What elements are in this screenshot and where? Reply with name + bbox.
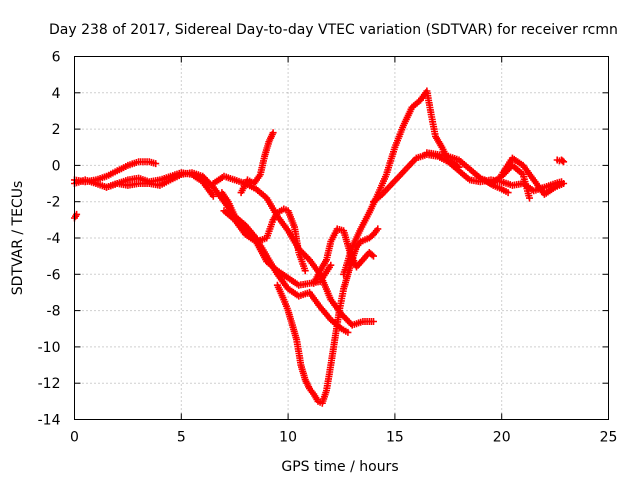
data-point-plus (301, 267, 309, 275)
y-tick-label: -4 (47, 231, 61, 247)
y-tick-label: -12 (38, 376, 61, 392)
data-point-plus (209, 192, 217, 200)
data-point-plus (374, 225, 382, 233)
y-axis-label: SDTVAR / TECUs (10, 181, 26, 296)
series-arc-16 (553, 156, 568, 166)
data-point-plus (560, 158, 568, 166)
y-tick-label: -10 (38, 340, 61, 356)
series-arc-9 (273, 225, 382, 407)
data-point-plus (560, 180, 568, 187)
data-point-plus (526, 194, 533, 202)
series-arc-7 (237, 129, 277, 197)
data-point-plus (152, 160, 160, 168)
data-point-plus (370, 252, 377, 260)
series-arc-10 (310, 225, 377, 287)
data-point-plus (344, 328, 352, 336)
data-point-plus (327, 261, 335, 269)
data-point-plus (559, 157, 567, 165)
y-tick-label: -2 (47, 195, 61, 211)
chart-title: Day 238 of 2017, Sidereal Day-to-day VTE… (49, 22, 618, 38)
y-tick-label: -14 (38, 413, 61, 429)
tick-layer: 0 5 10 15 20 25 -14 -12 -10 -8 -6 -4 -2 0 2 4 6 (38, 50, 618, 446)
series-arc-1 (71, 210, 81, 222)
series-arc-13 (423, 149, 533, 202)
x-axis-label: GPS time / hours (281, 459, 398, 475)
y-tick-label: 0 (52, 158, 61, 174)
series-arc-15 (498, 154, 568, 198)
y-tick-label: 4 (52, 86, 61, 102)
grid-layer (74, 56, 609, 420)
data-point-plus (504, 189, 512, 197)
series-arc-14 (481, 176, 512, 197)
y-tick-label: 6 (52, 50, 61, 66)
x-tick-label: 25 (600, 430, 618, 446)
y-tick-label: -8 (47, 304, 61, 320)
data-point-plus (269, 129, 277, 137)
y-tick-label: 2 (52, 122, 61, 138)
data-point-plus (368, 251, 376, 259)
data-marks (71, 87, 568, 407)
series-arc-8 (220, 205, 309, 275)
y-tick-label: -6 (47, 267, 61, 283)
data-point-plus (370, 318, 377, 325)
x-tick-label: 0 (70, 430, 79, 446)
x-tick-label: 15 (386, 430, 404, 446)
x-tick-label: 20 (493, 430, 511, 446)
plot-frame (74, 56, 609, 420)
x-tick-label: 5 (177, 430, 186, 446)
x-tick-label: 10 (279, 430, 297, 446)
